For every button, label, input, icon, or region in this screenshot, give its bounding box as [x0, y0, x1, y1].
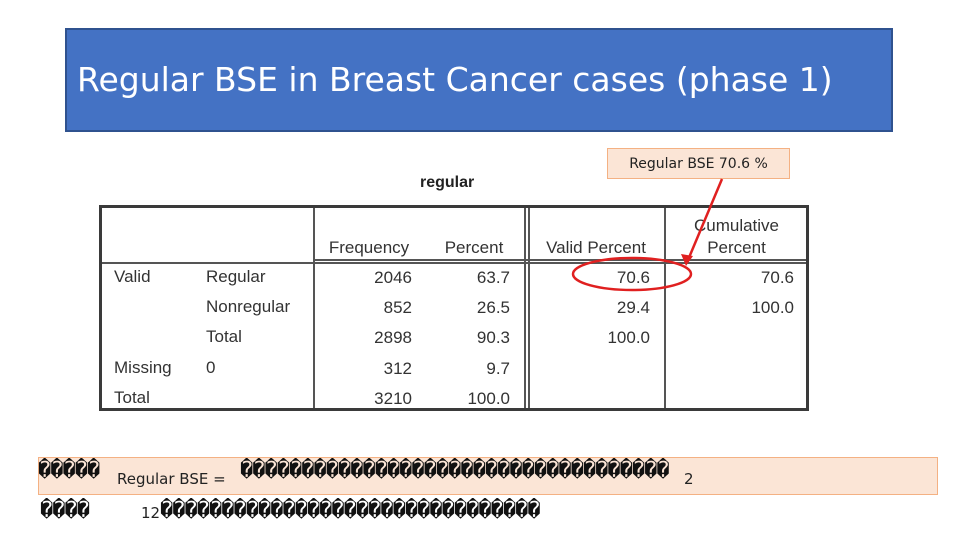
- row-group: Valid: [114, 267, 151, 286]
- table-divider: [524, 208, 526, 408]
- cell-cumulative: 100.0: [751, 298, 794, 317]
- cell-percent: 26.5: [476, 298, 510, 317]
- row-group: Total: [114, 388, 150, 407]
- row-label: Total: [206, 327, 242, 346]
- formula-numerator: 2: [684, 470, 694, 488]
- cell-valid-percent: 70.6: [616, 268, 650, 287]
- cell-percent: 90.3: [476, 328, 510, 347]
- garbled-text: �����: [38, 458, 100, 483]
- cell-frequency: 312: [383, 359, 412, 378]
- garbled-text: �������������������������������: [160, 498, 541, 523]
- cell-valid-percent: 100.0: [607, 328, 650, 347]
- cell-percent: 9.7: [486, 359, 510, 378]
- cell-valid-percent: 29.4: [616, 298, 650, 317]
- cell-percent: 63.7: [476, 268, 510, 287]
- slide-title-box: Regular BSE in Breast Cancer cases (phas…: [65, 28, 893, 132]
- row-label: 0: [206, 358, 216, 377]
- garbled-text: �����������������������������������: [240, 458, 670, 483]
- row-label: Nonregular: [206, 297, 291, 316]
- cell-frequency: 2046: [374, 268, 412, 287]
- formula-label: Regular BSE =: [117, 470, 226, 488]
- garbled-text: ����: [40, 498, 90, 523]
- header-percent: Percent: [444, 238, 504, 257]
- cell-frequency: 852: [383, 298, 412, 317]
- cell-percent: 100.0: [467, 389, 510, 408]
- table-divider: [528, 208, 530, 408]
- table-divider: [313, 208, 315, 408]
- formula-denominator: 12: [141, 504, 161, 522]
- header-valid-percent: Valid Percent: [546, 238, 646, 257]
- header-frequency: Frequency: [328, 238, 410, 257]
- frequency-table: Frequency Percent Valid Percent Cumulati…: [99, 205, 809, 411]
- table-divider: [664, 208, 666, 408]
- header-cumulative: Cumulative: [693, 216, 780, 235]
- row-group: Missing: [114, 358, 172, 377]
- cell-frequency: 3210: [374, 389, 412, 408]
- table-divider: [102, 262, 806, 264]
- callout-box: Regular BSE 70.6 %: [607, 148, 790, 179]
- table-divider: [313, 259, 806, 261]
- cell-cumulative: 70.6: [760, 268, 794, 287]
- cell-frequency: 2898: [374, 328, 412, 347]
- formula-box: [38, 457, 938, 495]
- slide-title: Regular BSE in Breast Cancer cases (phas…: [77, 60, 833, 99]
- row-label: Regular: [206, 267, 266, 286]
- table-caption: regular: [420, 174, 475, 191]
- header-cumulative: Percent: [707, 238, 766, 257]
